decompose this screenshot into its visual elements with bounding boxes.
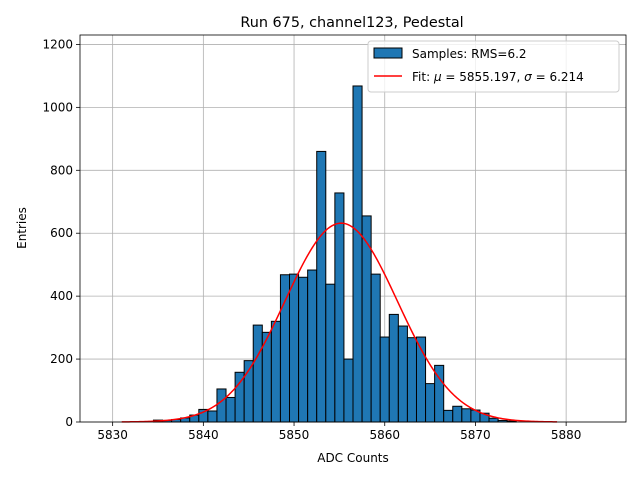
histogram-bar: [298, 276, 309, 423]
histogram-bar: [370, 273, 381, 423]
y-axis-ticks: 0 200 400 600 800 1000 1200: [42, 37, 80, 429]
histogram-bar: [225, 396, 236, 423]
x-tick-label: 5880: [551, 428, 582, 442]
legend-label-samples: Samples: RMS=6.2: [412, 47, 527, 61]
histogram-bar: [270, 320, 281, 423]
fit-mu-symbol: μ: [433, 70, 442, 84]
histogram-bar: [443, 409, 454, 423]
histogram-bar: [207, 410, 218, 423]
histogram-bar: [216, 388, 227, 423]
fit-mu-value: = 5855.197,: [442, 70, 525, 84]
chart-title: Run 675, channel123, Pedestal: [240, 15, 463, 31]
plot-frame: [79, 34, 627, 423]
histogram-bar: [452, 405, 463, 423]
legend: Samples: RMS=6.2 Fit: μ = 5855.197, σ = …: [367, 40, 620, 93]
histogram-bar: [406, 337, 417, 423]
histogram-bar: [279, 274, 291, 423]
x-tick-label: 5830: [97, 428, 128, 442]
legend-label-fit: Fit: μ = 5855.197, σ = 6.214: [412, 70, 584, 84]
histogram-bar: [461, 408, 472, 423]
histogram-bar: [425, 383, 436, 423]
x-axis-ticks: 5830 5840 5850 5860 5870 5880: [97, 422, 581, 442]
histogram-bar: [352, 85, 363, 423]
y-tick-label: 1200: [42, 37, 73, 51]
histogram-bar: [488, 417, 499, 423]
x-tick-label: 5860: [369, 428, 400, 442]
fit-sigma-symbol: σ: [524, 70, 532, 84]
fit-sigma-value: = 6.214: [532, 70, 584, 84]
x-tick-label: 5870: [460, 428, 491, 442]
histogram-bar: [379, 336, 390, 423]
histogram-bar: [397, 325, 408, 423]
histogram-bars: [152, 85, 517, 423]
histogram-bar: [343, 358, 354, 423]
x-tick-label: 5850: [279, 428, 310, 442]
fit-label-prefix: Fit:: [412, 70, 434, 84]
y-axis-label: Entries: [15, 207, 29, 249]
histogram-bar: [388, 313, 399, 423]
y-tick-label: 1000: [42, 100, 73, 114]
histogram-bar: [316, 150, 327, 423]
y-tick-label: 600: [50, 226, 73, 240]
histogram-bar: [307, 269, 318, 423]
histogram-bar: [325, 283, 336, 423]
y-tick-label: 200: [50, 352, 73, 366]
fit-curve: [121, 222, 558, 423]
y-tick-label: 0: [65, 415, 73, 429]
x-tick-label: 5840: [188, 428, 219, 442]
histogram-bar: [252, 324, 263, 423]
y-tick-label: 800: [50, 163, 73, 177]
y-tick-label: 400: [50, 289, 73, 303]
x-axis-label: ADC Counts: [317, 451, 389, 465]
legend-swatch-samples: [373, 47, 403, 59]
legend-box: [367, 40, 620, 93]
histogram-bar: [334, 192, 345, 423]
histogram-bar: [289, 273, 300, 423]
